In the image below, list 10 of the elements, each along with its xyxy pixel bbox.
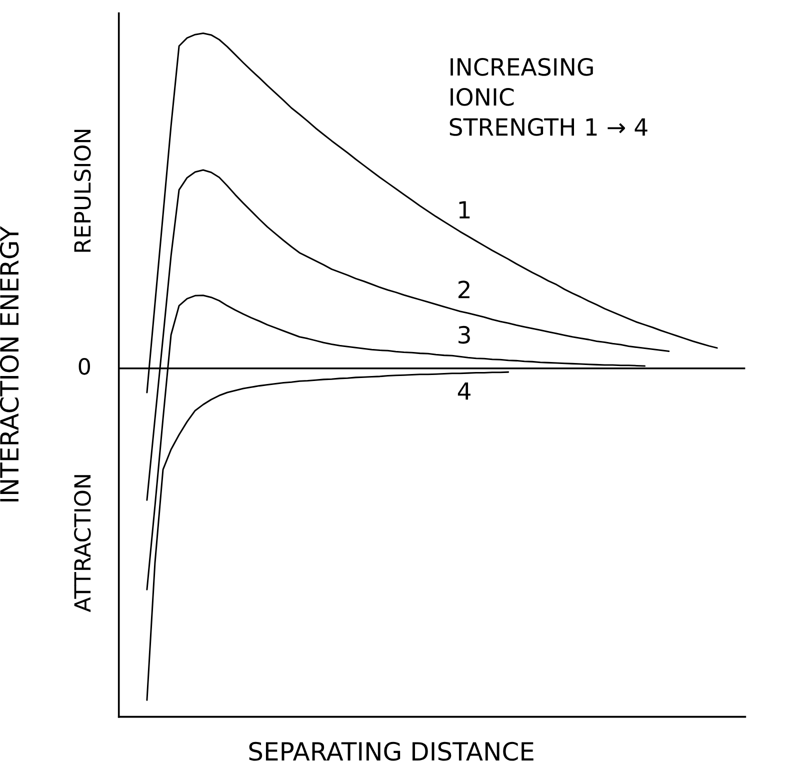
series-label: 4	[458, 382, 470, 400]
x-axis-title: SEPARATING DISTANCE	[249, 742, 534, 761]
annotation: INCREASING IONIC STRENGTH 1 → 4	[450, 58, 648, 136]
series-label: 3	[458, 326, 470, 344]
y-axis-title: INTERACTION ENERGY	[0, 226, 19, 502]
series-label: 1	[459, 201, 470, 218]
ref-line-label: 0	[78, 358, 90, 375]
text: REPULSION	[74, 130, 91, 252]
text: ATTRACTION	[74, 475, 91, 612]
series-label: 2	[458, 280, 470, 298]
